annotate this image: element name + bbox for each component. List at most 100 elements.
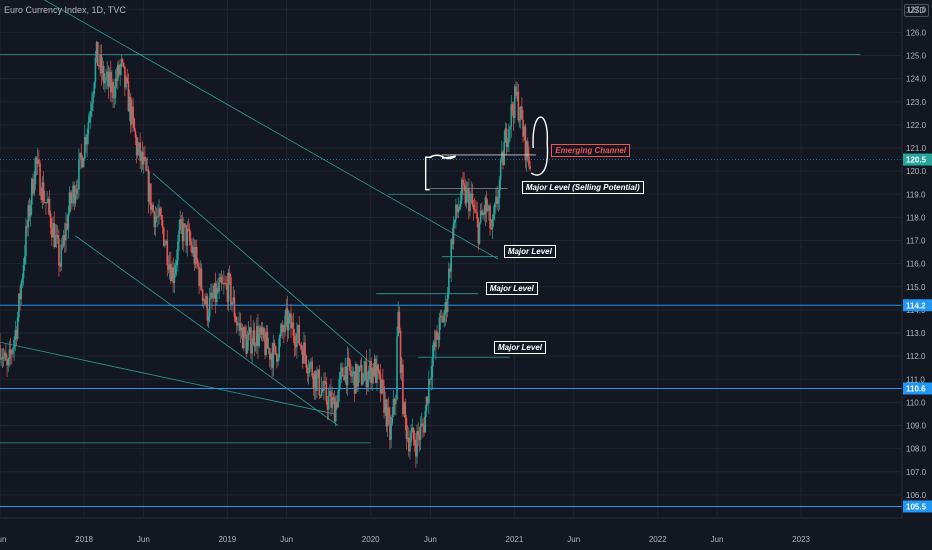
candle-body: [274, 345, 277, 354]
time-tick-label: Jun: [424, 535, 437, 544]
candle-body: [502, 151, 504, 166]
candle-body: [125, 77, 127, 88]
candle-body: [473, 209, 476, 211]
candle-body: [240, 327, 243, 331]
candle-body: [15, 329, 18, 339]
candle-body: [472, 204, 475, 210]
annotation-label[interactable]: Major Level: [493, 341, 546, 355]
candle-body: [405, 418, 408, 439]
freehand-drawings: [424, 116, 549, 191]
candle-body: [226, 284, 229, 302]
candle-body: [446, 294, 449, 313]
candle-body: [411, 427, 414, 433]
candle-body: [489, 205, 491, 229]
candle-body: [204, 299, 206, 304]
chart-title: Euro Currency Index, 1D, TVC: [4, 5, 126, 15]
candle-body: [286, 308, 289, 331]
candle-body: [277, 357, 279, 362]
candle-body: [491, 219, 494, 229]
candle-body: [310, 361, 312, 364]
candle-body: [225, 283, 227, 285]
candle-body: [359, 365, 362, 367]
time-axis[interactable]: Jun 2018 Jun 2019 Jun 2020 Jun 2021 Jun 2022 Jun 20…: [0, 517, 902, 544]
candle-body: [382, 379, 384, 387]
annotation-label[interactable]: Major Level: [485, 282, 538, 296]
candle-body: [200, 268, 203, 290]
candle-body: [72, 185, 74, 197]
currency-badge[interactable]: USD: [904, 4, 929, 17]
candle-body: [463, 183, 465, 186]
price-tick-label: 111.0: [906, 375, 925, 384]
time-tick-label: Jun: [137, 535, 150, 544]
price-axis[interactable]: 106.0 107.0 108.0 109.0 110.0 111.0 112.0 113.0…: [901, 0, 932, 550]
candle-body: [227, 272, 230, 302]
candle-body: [468, 188, 470, 212]
candle-body: [76, 188, 79, 190]
candle-body: [92, 94, 94, 104]
candle-body: [448, 268, 450, 295]
candle-body: [330, 391, 332, 408]
time-tick-label: 2023: [792, 535, 810, 544]
candle-body: [252, 330, 255, 345]
candle-body: [164, 243, 166, 246]
candle-body: [133, 118, 136, 132]
candle-body: [284, 315, 286, 333]
candle-body: [495, 196, 497, 204]
price-tick-label: 120.0: [906, 167, 927, 176]
candle-body: [198, 266, 200, 286]
candle-body: [180, 219, 183, 224]
candle-body: [59, 265, 61, 267]
candle-body: [220, 277, 223, 284]
time-tick-label: 2019: [218, 535, 236, 544]
candle-body: [420, 423, 423, 426]
candle-body: [407, 437, 410, 452]
candle-body: [88, 116, 91, 123]
candle-body: [516, 91, 518, 96]
candle-body: [386, 407, 389, 427]
candle-body: [268, 348, 271, 360]
candle-body: [523, 126, 526, 137]
annotation-label[interactable]: Major Level (Selling Potential): [521, 181, 644, 195]
annotation-label[interactable]: Emerging Channel: [551, 144, 631, 158]
candle-body: [256, 325, 258, 346]
candle-body: [266, 331, 269, 349]
candle-body: [157, 216, 159, 218]
candle-body: [404, 402, 407, 419]
candle-body: [443, 314, 445, 323]
candle-body: [493, 203, 496, 215]
time-tick-label: Jun: [711, 535, 724, 544]
candle-body: [283, 331, 285, 333]
candle-body: [153, 211, 156, 228]
candle-body: [436, 331, 438, 340]
candle-body: [18, 293, 20, 318]
annotation-label[interactable]: Major Level: [503, 245, 556, 259]
candle-body: [329, 391, 331, 397]
candle-body: [2, 356, 5, 359]
candle-body: [409, 442, 411, 452]
candle-body: [450, 239, 452, 272]
candle-body: [165, 240, 167, 244]
candle-body: [251, 344, 253, 354]
price-tick-label: 116.0: [906, 260, 926, 269]
candle-body: [245, 335, 248, 354]
candle-body: [23, 256, 26, 265]
candle-body: [87, 122, 90, 135]
candle-body: [442, 316, 444, 323]
candle-body: [515, 86, 517, 96]
candle-body: [121, 59, 124, 63]
candle-body: [230, 277, 232, 305]
time-tick-label: 2020: [362, 535, 380, 544]
candle-body: [185, 224, 187, 246]
candle-body: [173, 273, 176, 283]
candle-body: [529, 165, 531, 169]
candle-body: [293, 335, 296, 346]
candle-body: [452, 223, 455, 245]
candle-body: [147, 169, 150, 202]
candle-body: [208, 297, 211, 317]
candle-body: [488, 205, 490, 211]
candle-body: [410, 432, 412, 443]
price-tick-label: 118.0: [906, 213, 926, 222]
candle-body: [324, 380, 326, 383]
